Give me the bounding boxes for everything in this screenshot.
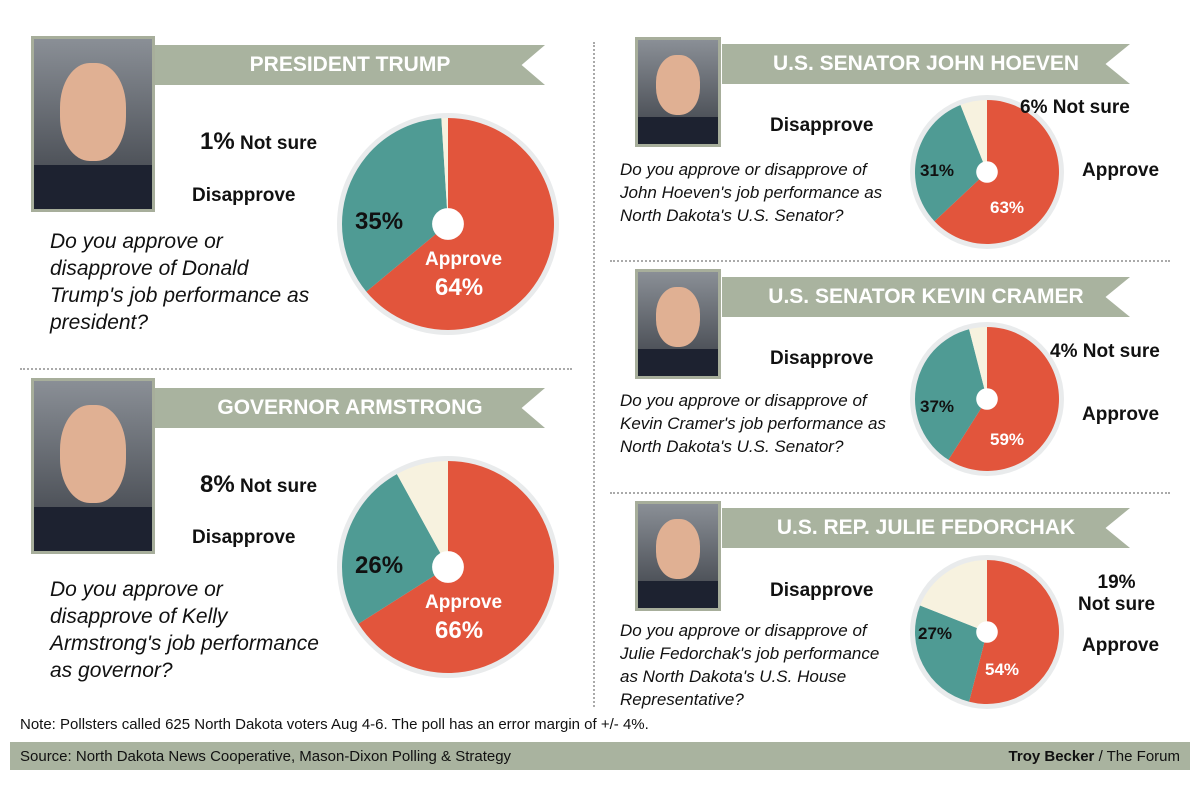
- approve-slice: [969, 560, 1059, 704]
- disapprove-label: Disapprove: [192, 527, 296, 548]
- section-divider: [610, 492, 1170, 494]
- pie-center-hole: [976, 621, 998, 643]
- disapprove-slice: [915, 105, 987, 222]
- question: Do you approve or disapprove of Donald T…: [50, 230, 310, 334]
- not-sure-slice: [396, 461, 448, 567]
- chart-title: U.S. REP. JULIE FEDORCHAK: [722, 508, 1130, 548]
- disapprove-slice: [915, 605, 987, 702]
- pie-center-hole: [976, 388, 998, 410]
- disapprove-slice: [915, 329, 987, 460]
- note: Note: Pollsters called 625 North Dakota …: [20, 716, 649, 733]
- chart-title: U.S. SENATOR JOHN HOEVEN: [722, 44, 1130, 84]
- question: Do you approve or disapprove of Kelly Ar…: [50, 578, 319, 682]
- not-sure-slice: [969, 326, 987, 399]
- not-sure-label: Not sure: [1052, 97, 1130, 118]
- chart-title: GOVERNOR ARMSTRONG: [155, 388, 545, 428]
- disapprove-value: 26%: [355, 552, 404, 579]
- approve-label: Approve: [1082, 404, 1160, 425]
- armstrong-photo: [31, 378, 155, 554]
- pie-center-hole: [432, 208, 464, 240]
- disapprove-value: 35%: [355, 208, 404, 235]
- chart-title: PRESIDENT TRUMP: [155, 45, 545, 85]
- pie-center-hole: [976, 161, 998, 183]
- trump-photo: [31, 36, 155, 212]
- approve-value: 63%: [990, 198, 1025, 217]
- not-sure-label: Not sure: [239, 476, 318, 497]
- approve-value: 59%: [990, 430, 1025, 449]
- not-sure-value: 19%: [1097, 572, 1136, 593]
- not-sure-slice: [441, 118, 448, 224]
- approve-label: Approve: [425, 592, 503, 613]
- not-sure-label: Not sure: [1082, 341, 1160, 362]
- column-divider: [593, 42, 595, 707]
- not-sure-label: Not sure: [1078, 594, 1156, 615]
- approve-label: Approve: [1082, 635, 1160, 656]
- chart-title: U.S. SENATOR KEVIN CRAMER: [722, 277, 1130, 317]
- approve-label: Approve: [1082, 160, 1160, 181]
- section-divider: [610, 260, 1170, 262]
- disapprove-label: Disapprove: [770, 115, 874, 136]
- source: Source: North Dakota News Cooperative, M…: [20, 747, 512, 765]
- disapprove-slice: [342, 118, 448, 292]
- cramer-photo: [635, 269, 721, 379]
- disapprove-label: Disapprove: [192, 185, 296, 206]
- disapprove-label: Disapprove: [770, 580, 874, 601]
- not-sure-value: 4%: [1050, 341, 1078, 362]
- approve-value: 66%: [435, 617, 484, 644]
- approve-value: 64%: [435, 274, 484, 301]
- hoeven-photo: [635, 37, 721, 147]
- disapprove-label: Disapprove: [770, 348, 874, 369]
- not-sure-value: 1%: [200, 128, 235, 155]
- pie-center-hole: [432, 551, 464, 583]
- question: Do you approve or disapprove of Julie Fe…: [620, 621, 880, 709]
- approve-label: Approve: [425, 249, 503, 270]
- not-sure-value: 6%: [1020, 97, 1048, 118]
- not-sure-value: 8%: [200, 471, 235, 498]
- question: Do you approve or disapprove of John Hoe…: [620, 160, 883, 225]
- section-divider: [20, 368, 572, 370]
- disapprove-value: 27%: [918, 624, 953, 643]
- approve-slice: [948, 327, 1060, 471]
- approve-value: 54%: [985, 660, 1020, 679]
- not-sure-slice: [960, 100, 987, 172]
- disapprove-value: 31%: [920, 161, 955, 180]
- disapprove-value: 37%: [920, 397, 955, 416]
- disapprove-slice: [342, 474, 448, 624]
- not-sure-label: Not sure: [239, 133, 318, 154]
- outlet: / The Forum: [1094, 747, 1180, 765]
- fedorchak-photo: [635, 501, 721, 611]
- not-sure-slice: [920, 560, 987, 632]
- question: Do you approve or disapprove of Kevin Cr…: [620, 391, 886, 456]
- author: Troy Becker: [1008, 747, 1095, 765]
- footer: Source: North Dakota News Cooperative, M…: [10, 742, 1190, 770]
